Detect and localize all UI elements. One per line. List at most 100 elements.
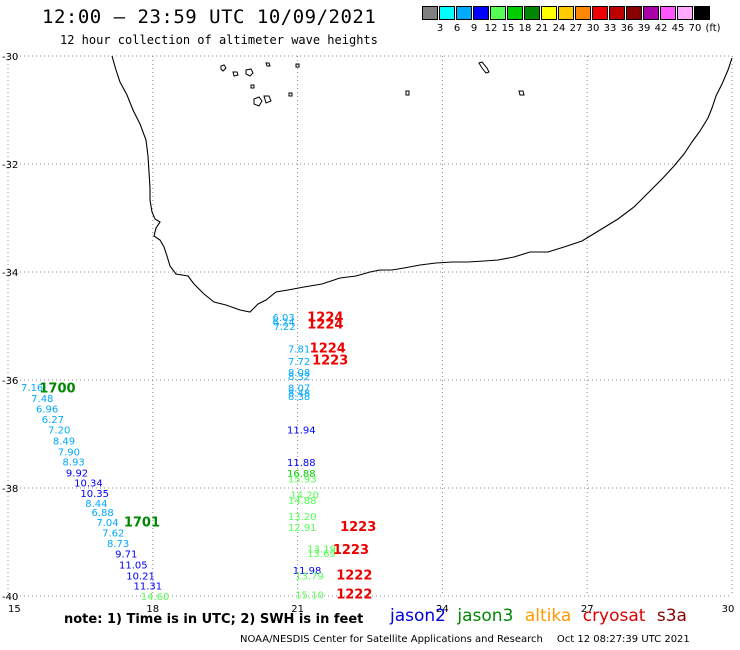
color-scale-label: 30: [586, 23, 600, 34]
color-scale-label: 33: [603, 23, 617, 34]
island-10: [405, 90, 410, 96]
color-scale-label: 45: [671, 23, 685, 34]
longitude-label: 30: [722, 604, 735, 615]
pass-time-label: 1224: [307, 317, 343, 332]
wave-height-value: 11.05: [119, 561, 148, 572]
wave-height-value: 10.34: [74, 479, 103, 490]
island-2: [232, 71, 239, 77]
wave-height-value: 6.27: [42, 415, 64, 426]
satellite-legend: jason2 jason3 altika cryosat s3a: [390, 606, 693, 626]
pass-time-label: 1223: [340, 520, 376, 535]
wave-height-value: 7.04: [96, 518, 118, 529]
island-9: [478, 61, 490, 74]
longitude-label: 24: [436, 604, 449, 615]
color-scale-label: 3: [436, 23, 444, 34]
wave-height-value: 13.20: [288, 512, 317, 523]
color-swatch-max: [694, 6, 710, 20]
wave-height-value: 11.98: [293, 566, 322, 577]
wave-height-value: 8.48: [288, 388, 310, 399]
wave-height-value: 11.31: [133, 582, 162, 593]
color-scale-label: 27: [569, 23, 583, 34]
south-africa-coastline: [111, 55, 733, 313]
color-swatch-27: [558, 6, 574, 20]
footnote: note: 1) Time is in UTC; 2) SWH is in fe…: [64, 612, 364, 627]
island-6: [253, 96, 263, 107]
color-swatch-3: [422, 6, 438, 20]
longitude-label: 27: [581, 604, 594, 615]
wave-height-value: 11.94: [287, 426, 316, 437]
wave-height-value: 7.90: [58, 447, 80, 458]
wave-height-value: 16.88: [287, 469, 316, 480]
latitude-label: -32: [2, 160, 18, 171]
longitude-label: 18: [146, 604, 159, 615]
island-5: [250, 84, 255, 89]
pass-time-label: 1224: [310, 342, 346, 357]
color-scale-label: 39: [637, 23, 651, 34]
color-scale-label: 70: [688, 23, 702, 34]
latitude-label: -36: [2, 376, 18, 387]
color-scale-label: 6: [453, 23, 461, 34]
color-swatch-39: [626, 6, 642, 20]
island-4: [265, 62, 271, 67]
chart-title: 12:00 – 23:59 UTC 10/09/2021: [42, 6, 377, 28]
color-scale-label: 12: [484, 23, 498, 34]
color-scale-label: 15: [501, 23, 515, 34]
wave-height-value: 8.08: [288, 368, 310, 379]
wave-height-value: 8.32: [288, 372, 310, 383]
color-swatch-45: [660, 6, 676, 20]
generation-timestamp: Oct 12 08:27:39 UTC 2021: [556, 634, 690, 645]
wave-height-value: 9.71: [115, 549, 137, 560]
wave-height-value: 7.22: [273, 322, 295, 333]
color-scale-label: 42: [654, 23, 668, 34]
track-jason3: 7.167.486.966.277.208.497.908.939.9210.3…: [21, 382, 169, 603]
wave-height-value: 7.16: [21, 383, 43, 394]
pass-time-label: 1701: [124, 515, 160, 530]
color-swatch-18: [507, 6, 523, 20]
wave-height-value: 8.38: [288, 392, 310, 403]
legend-altika: altika: [524, 606, 572, 626]
color-swatch-12: [473, 6, 489, 20]
wave-height-value: 7.81: [288, 345, 310, 356]
color-scale-label: 36: [620, 23, 634, 34]
island-11: [518, 90, 525, 96]
island-3: [245, 68, 254, 77]
credit-line: NOAA/NESDIS Center for Satellite Applica…: [240, 634, 690, 645]
wave-height-value: 13.79: [295, 571, 324, 582]
color-scale-unit: (ft): [705, 23, 721, 34]
wave-height-value: 9.92: [66, 468, 88, 479]
island-1: [220, 64, 227, 72]
color-scale-label: 9: [470, 23, 478, 34]
latitude-label: -34: [2, 268, 18, 279]
wave-height-value: 6.03: [273, 313, 295, 324]
wave-height-value: 8.49: [53, 436, 75, 447]
wave-height-value: 13.19: [307, 544, 336, 555]
wave-height-value: 8.44: [85, 499, 107, 510]
color-scale-label: 18: [518, 23, 532, 34]
wave-height-value: 7.48: [31, 394, 53, 405]
latitude-label: -40: [2, 592, 18, 603]
color-swatch-9: [456, 6, 472, 20]
color-scale-label: 24: [552, 23, 566, 34]
color-swatch-30: [575, 6, 591, 20]
legend-s3a: s3a: [656, 606, 687, 626]
color-swatch-21: [524, 6, 540, 20]
wave-height-value: 15.10: [295, 590, 324, 601]
color-swatch-36: [609, 6, 625, 20]
wave-height-value: 12.91: [288, 523, 317, 534]
pass-time-label: 1222: [336, 568, 372, 583]
wave-height-value: 8.73: [107, 539, 129, 550]
credit-text: NOAA/NESDIS Center for Satellite Applica…: [240, 634, 543, 645]
island-8: [288, 92, 293, 97]
wave-height-value: 7.62: [102, 528, 124, 539]
pass-time-label: 1223: [312, 353, 348, 368]
pass-time-label: 1700: [39, 382, 75, 397]
wave-height-value: 15.93: [288, 474, 317, 485]
wave-height-value: 14.60: [141, 592, 170, 603]
color-swatch-15: [490, 6, 506, 20]
island-7: [263, 95, 272, 104]
latitude-label: -38: [2, 484, 18, 495]
color-scale-label: 21: [535, 23, 549, 34]
wave-height-value: 14.88: [288, 496, 317, 507]
